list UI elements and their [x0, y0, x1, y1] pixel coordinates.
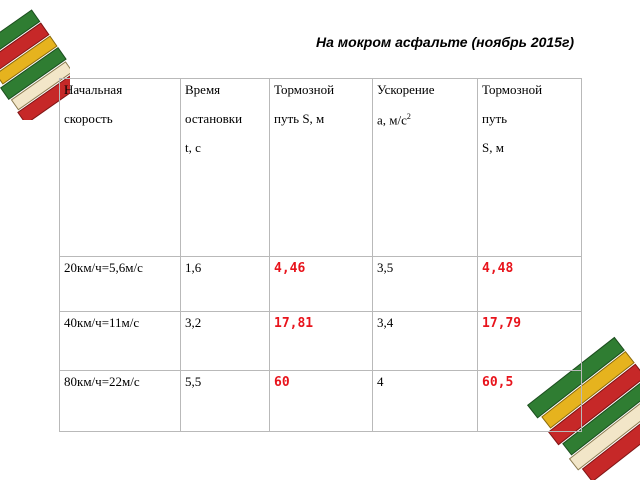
header-text: путь — [482, 110, 508, 126]
header-text: а, м/с — [377, 112, 407, 128]
value-red: 17,79 — [482, 316, 522, 331]
cell-acceleration: 4 — [372, 370, 478, 432]
books-stack-top-left-icon — [0, 9, 70, 120]
value-red: 60,5 — [482, 375, 514, 390]
header-stop-time: Время остановки t, с — [180, 78, 270, 257]
braking-table: Начальная скорость Время остановки t, с … — [59, 78, 582, 432]
header-text: Время — [185, 82, 221, 97]
header-text: Тормозной — [482, 82, 543, 97]
cell-time: 3,2 — [180, 311, 270, 371]
value-red: 60 — [274, 375, 290, 390]
table-row: 40км/ч=11м/с 3,2 17,81 3,4 17,79 — [59, 311, 582, 371]
table-row: 20км/ч=5,6м/с 1,6 4,46 3,5 4,48 — [59, 256, 582, 312]
cell-speed: 20км/ч=5,6м/с — [59, 256, 181, 312]
header-braking-distance-2: Тормозной путь S, м — [477, 78, 582, 257]
value-red: 4,46 — [274, 261, 306, 276]
header-text: Начальная — [64, 82, 123, 97]
header-text: Тормозной — [274, 82, 335, 97]
cell-time: 1,6 — [180, 256, 270, 312]
header-text: остановки — [185, 110, 243, 126]
header-text: t, с — [185, 139, 201, 155]
cell-distance: 4,46 — [269, 256, 373, 312]
value-red: 17,81 — [274, 316, 314, 331]
cell-distance: 60 — [269, 370, 373, 432]
cell-speed: 80км/ч=22м/с — [59, 370, 181, 432]
header-text: Ускорение — [377, 82, 435, 97]
value-red: 4,48 — [482, 261, 514, 276]
cell-distance-2: 4,48 — [477, 256, 582, 312]
page-title: На мокром асфальте (ноябрь 2015г) — [316, 34, 575, 50]
cell-distance: 17,81 — [269, 311, 373, 371]
cell-acceleration: 3,4 — [372, 311, 478, 371]
cell-speed: 40км/ч=11м/с — [59, 311, 181, 371]
header-text: S, м — [482, 139, 504, 155]
table-header-row: Начальная скорость Время остановки t, с … — [59, 78, 582, 257]
header-text: путь S, м — [274, 110, 325, 126]
header-text: скорость — [64, 110, 113, 126]
cell-distance-2: 17,79 — [477, 311, 582, 371]
superscript: 2 — [406, 111, 411, 121]
header-braking-distance: Тормозной путь S, м — [269, 78, 373, 257]
header-acceleration: Ускорение а, м/с2 — [372, 78, 478, 257]
cell-acceleration: 3,5 — [372, 256, 478, 312]
table-row: 80км/ч=22м/с 5,5 60 4 60,5 — [59, 370, 582, 432]
cell-distance-2: 60,5 — [477, 370, 582, 432]
cell-time: 5,5 — [180, 370, 270, 432]
header-text-accel: а, м/с2 — [377, 112, 473, 128]
header-initial-speed: Начальная скорость — [59, 78, 181, 257]
